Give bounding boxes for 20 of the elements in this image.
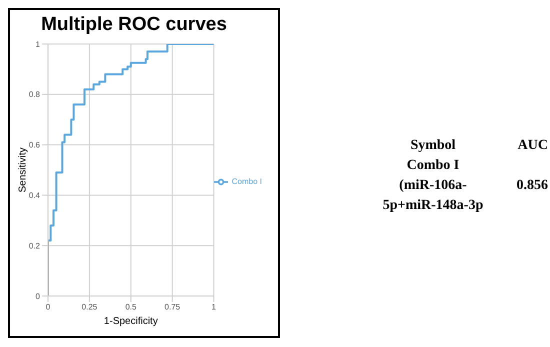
text: AUC bbox=[516, 137, 548, 155]
x-tick-label: 0.25 bbox=[82, 302, 98, 312]
text: (miR-106a-5p+miR-148a-3p bbox=[382, 177, 484, 215]
y-tick-label: 0.6 bbox=[28, 140, 41, 150]
y-tick-label: 1 bbox=[36, 40, 41, 49]
text: 0.856 bbox=[516, 177, 548, 195]
y-tick-label: 0 bbox=[36, 292, 41, 301]
text: Combo I bbox=[406, 157, 460, 175]
x-axis-title: 1-Specificity bbox=[104, 316, 158, 327]
x-tick-label: 0.5 bbox=[125, 302, 137, 312]
y-axis-title: Sensitivity bbox=[18, 147, 29, 193]
x-tick-label: 0 bbox=[46, 302, 51, 312]
x-tick-label: 0.75 bbox=[164, 302, 181, 312]
chart-title: Multiple ROC curves bbox=[40, 14, 228, 36]
legend-label: Combo I bbox=[232, 177, 262, 186]
y-tick-label: 0.2 bbox=[28, 241, 41, 250]
text: Symbol bbox=[409, 137, 457, 155]
y-tick-label: 0.8 bbox=[28, 90, 41, 100]
y-tick-label: 0.4 bbox=[28, 191, 41, 200]
x-tick-label: 1 bbox=[212, 302, 217, 312]
